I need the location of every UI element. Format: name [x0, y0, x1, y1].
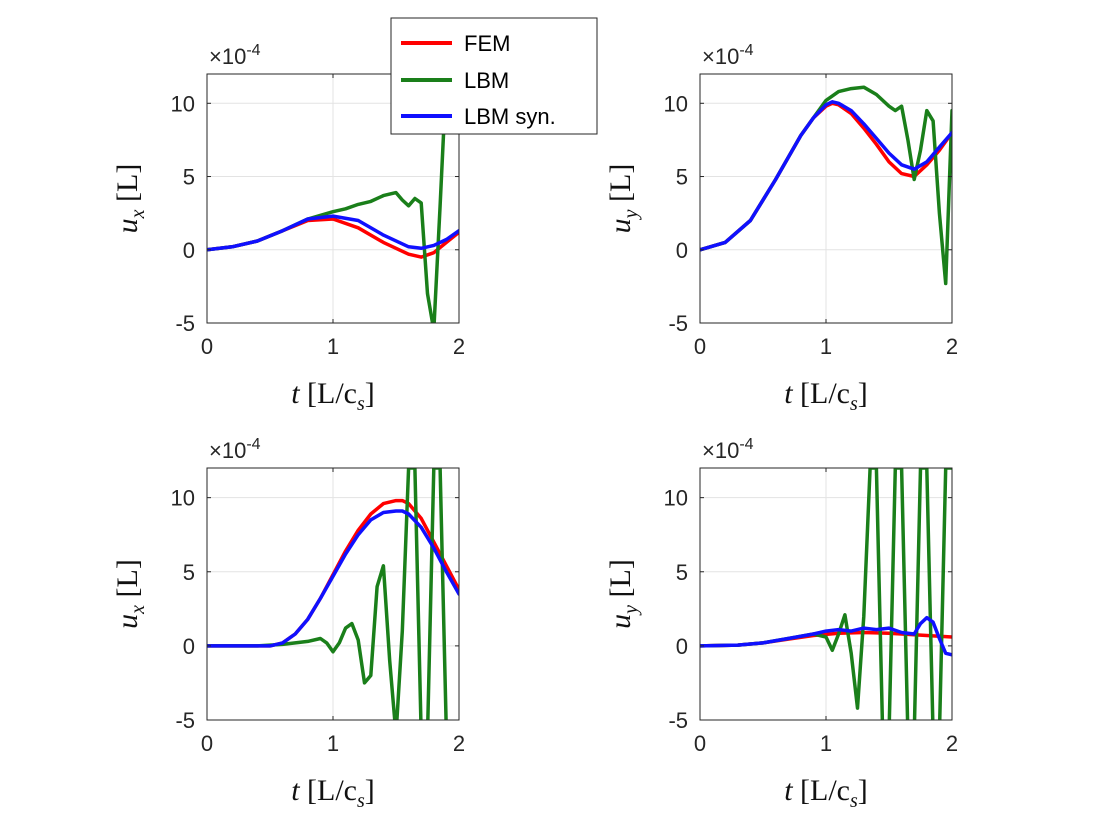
series-line-lbm-syn — [700, 615, 952, 657]
exponent-base: ×10 — [702, 438, 739, 463]
x-axis-label: t [L/cs] — [291, 377, 375, 415]
exponent-power: -4 — [246, 436, 260, 453]
y-tick-label: 5 — [183, 165, 195, 190]
legend: FEM LBM LBM syn. — [390, 17, 598, 135]
x-axis-label: t [L/cs] — [291, 774, 375, 812]
series-line-lbm-syn — [207, 214, 459, 252]
axis-exponent-label: ×10-4 — [702, 42, 754, 69]
y-tick-label: 5 — [676, 165, 688, 190]
x-tick-label: 2 — [453, 334, 465, 359]
x-tick-label: 1 — [820, 731, 832, 756]
exponent-base: ×10 — [209, 44, 246, 69]
legend-label-fem: FEM — [464, 31, 510, 56]
x-tick-label: 1 — [327, 731, 339, 756]
x-tick-label: 2 — [453, 731, 465, 756]
x-tick-label: 2 — [946, 731, 958, 756]
x-axis-label: t [L/cs] — [784, 774, 868, 812]
x-tick-label: 0 — [694, 334, 706, 359]
y-tick-label: 5 — [183, 560, 195, 585]
y-tick-label: -5 — [668, 708, 688, 733]
x-tick-label: 1 — [327, 334, 339, 359]
x-tick-label: 0 — [201, 731, 213, 756]
exponent-power: -4 — [739, 436, 753, 453]
y-tick-label: 0 — [183, 634, 195, 659]
x-tick-label: 1 — [820, 334, 832, 359]
y-tick-label: -5 — [175, 311, 195, 336]
y-tick-label: -5 — [175, 708, 195, 733]
axis-exponent-label: ×10-4 — [209, 436, 261, 463]
y-tick-label: 0 — [676, 238, 688, 263]
series-line-lbm — [207, 468, 448, 720]
exponent-base: ×10 — [209, 438, 246, 463]
x-tick-label: 0 — [201, 334, 213, 359]
y-tick-label: -5 — [668, 311, 688, 336]
y-axis-label: uy [L] — [604, 559, 642, 629]
y-tick-label: 5 — [676, 560, 688, 585]
y-tick-label: 0 — [183, 238, 195, 263]
x-tick-label: 2 — [946, 334, 958, 359]
series-group — [207, 468, 459, 720]
legend-label-lbm-syn: LBM syn. — [464, 104, 556, 129]
series-group — [700, 85, 952, 286]
axis-exponent-label: ×10-4 — [702, 436, 754, 463]
y-tick-label: 0 — [676, 634, 688, 659]
series-group — [700, 468, 952, 720]
legend-box — [390, 17, 598, 135]
y-axis-label: uy [L] — [604, 164, 642, 234]
y-axis-label: ux [L] — [111, 559, 149, 629]
series-line-lbm-syn — [700, 100, 952, 252]
y-tick-label: 10 — [171, 91, 195, 116]
series-group — [207, 74, 459, 323]
x-tick-label: 0 — [694, 731, 706, 756]
legend-label-lbm: LBM — [464, 68, 509, 93]
y-tick-label: 10 — [664, 486, 688, 511]
exponent-power: -4 — [246, 42, 260, 59]
y-tick-label: 10 — [664, 91, 688, 116]
y-axis-label: ux [L] — [111, 164, 149, 234]
axis-exponent-label: ×10-4 — [209, 42, 261, 69]
series-line-lbm-syn — [207, 509, 459, 648]
y-tick-label: 10 — [171, 486, 195, 511]
exponent-base: ×10 — [702, 44, 739, 69]
x-axis-label: t [L/cs] — [784, 377, 868, 415]
exponent-power: -4 — [739, 42, 753, 59]
